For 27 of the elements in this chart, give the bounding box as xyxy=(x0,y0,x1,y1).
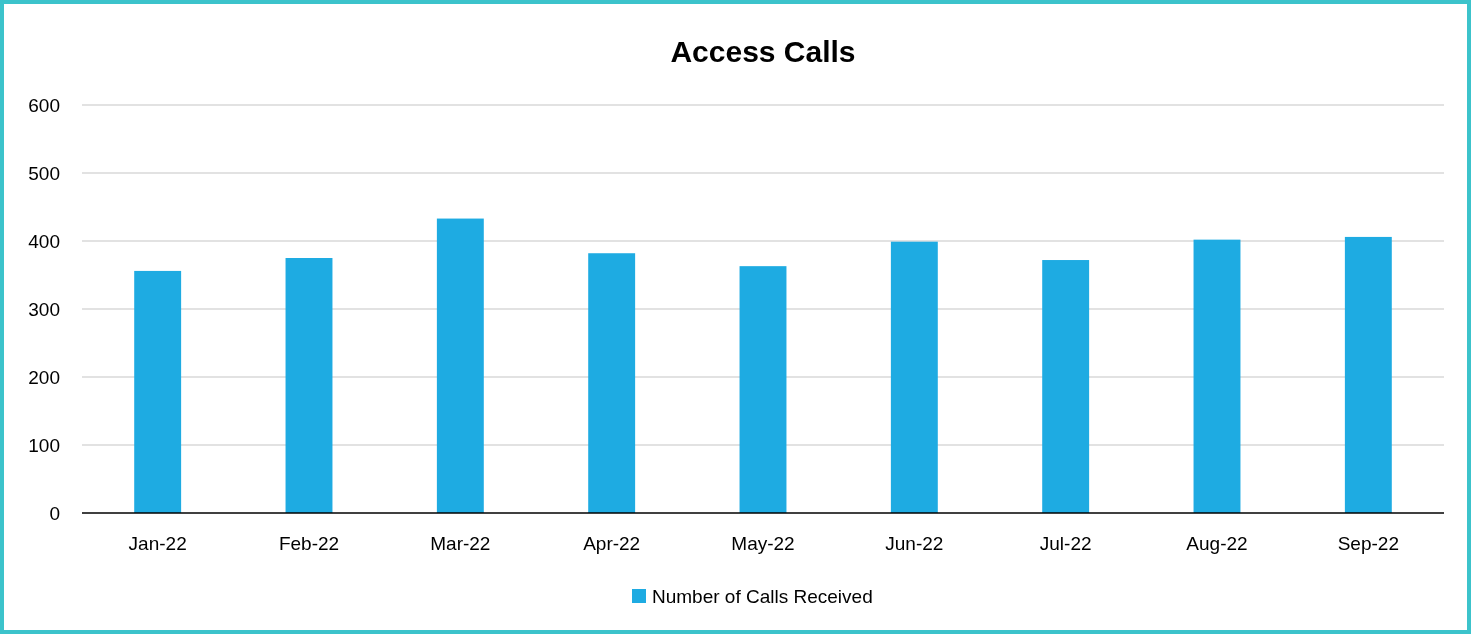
y-tick-label: 500 xyxy=(28,162,60,184)
x-tick-label: Jan-22 xyxy=(128,533,187,554)
y-tick-label: 400 xyxy=(28,230,60,252)
y-tick-label: 100 xyxy=(28,434,60,456)
bar xyxy=(285,258,333,513)
x-tick-label: Apr-22 xyxy=(583,533,641,554)
x-tick-label: Mar-22 xyxy=(430,533,491,554)
bar xyxy=(1344,236,1392,513)
bar xyxy=(1193,239,1241,513)
y-tick-label: 600 xyxy=(28,94,60,116)
x-tick-label: Aug-22 xyxy=(1186,533,1248,554)
x-tick-label: Jun-22 xyxy=(885,533,944,554)
bar xyxy=(890,241,938,513)
x-tick-label: May-22 xyxy=(731,533,795,554)
y-tick-label: 0 xyxy=(49,502,60,524)
y-tick-label: 200 xyxy=(28,366,60,388)
x-tick-label: Sep-22 xyxy=(1337,533,1399,554)
x-tick-label: Feb-22 xyxy=(278,533,340,554)
x-tick-label: Jul-22 xyxy=(1039,533,1092,554)
bar xyxy=(436,218,484,513)
bar xyxy=(1042,260,1090,513)
bar xyxy=(588,253,636,513)
chart-title: Access Calls xyxy=(670,35,856,68)
bar xyxy=(739,266,787,513)
legend-label: Number of Calls Received xyxy=(652,585,873,607)
bar xyxy=(134,270,182,513)
y-tick-label: 300 xyxy=(28,298,60,320)
